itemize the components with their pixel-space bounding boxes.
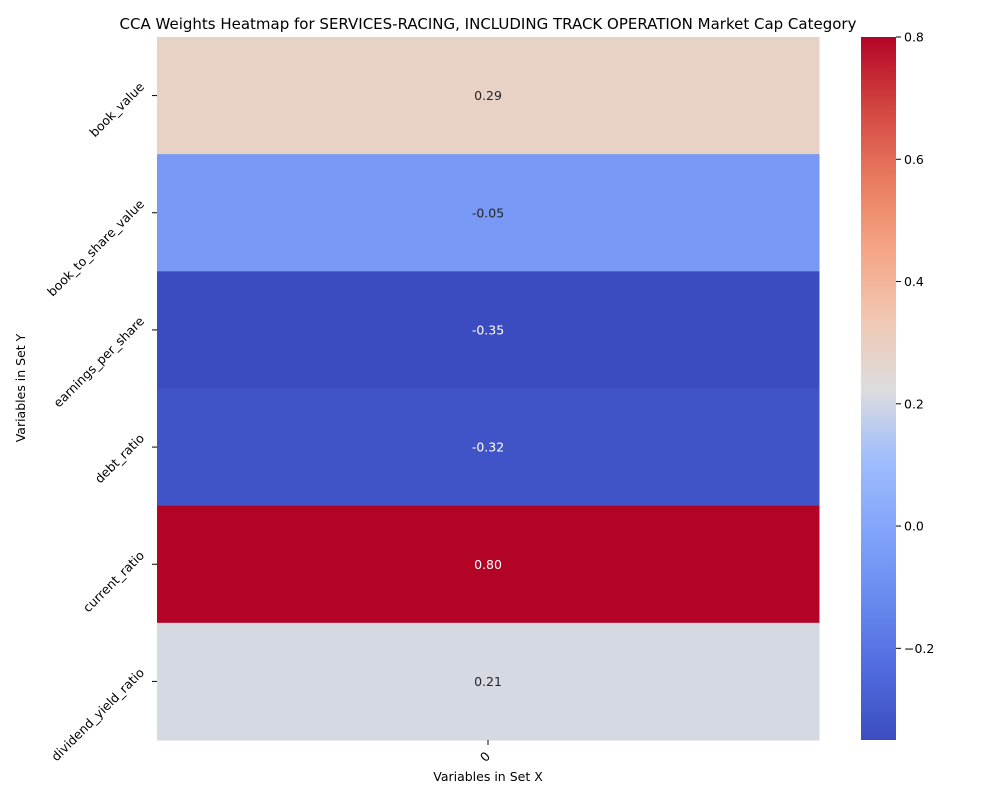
heatmap-cell xyxy=(157,271,820,389)
cell-value-label: 0.80 xyxy=(474,557,502,572)
heatmap-cell xyxy=(157,154,820,272)
x-axis-label: Variables in Set X xyxy=(433,769,543,784)
cell-value-label: -0.32 xyxy=(472,440,504,455)
x-axis-ticks: 0 xyxy=(477,740,493,765)
colorbar-tick-label: 0.0 xyxy=(904,519,924,534)
y-tick-label: debt_ratio xyxy=(92,431,148,487)
y-tick-label: book_to_share_value xyxy=(44,196,147,299)
y-tick-label: dividend_yield_ratio xyxy=(48,665,147,764)
y-axis-ticks: book_value book_to_share_value earnings_pe… xyxy=(44,79,157,764)
colorbar-ticks: 0.8 0.6 0.4 0.2 0.0 −0.2 xyxy=(896,30,934,656)
cell-value-label: -0.35 xyxy=(472,322,504,337)
heatmap-cells: 0.29 -0.05 -0.35 -0.32 0.80 0.21 xyxy=(157,37,820,741)
x-tick-label: 0 xyxy=(477,748,493,764)
heatmap-cell xyxy=(157,388,820,507)
heatmap-cell xyxy=(157,622,820,741)
y-axis-label: Variables in Set Y xyxy=(13,333,28,442)
y-tick-label: book_value xyxy=(86,79,147,140)
heatmap-cell xyxy=(157,505,820,624)
colorbar-tick-label: −0.2 xyxy=(904,641,934,656)
y-tick-label: current_ratio xyxy=(80,548,147,615)
colorbar-tick-label: 0.6 xyxy=(904,152,924,167)
chart-title: CCA Weights Heatmap for SERVICES-RACING,… xyxy=(120,15,857,33)
colorbar-tick-label: 0.4 xyxy=(904,274,924,289)
heatmap-cell xyxy=(157,37,820,155)
colorbar xyxy=(861,37,896,740)
y-tick-label: earnings_per_share xyxy=(50,313,147,410)
colorbar-tick-label: 0.8 xyxy=(904,30,924,45)
cell-value-label: 0.21 xyxy=(474,674,502,689)
cell-value-label: 0.29 xyxy=(474,88,502,103)
cell-value-label: -0.05 xyxy=(472,205,504,220)
colorbar-tick-label: 0.2 xyxy=(904,396,924,411)
